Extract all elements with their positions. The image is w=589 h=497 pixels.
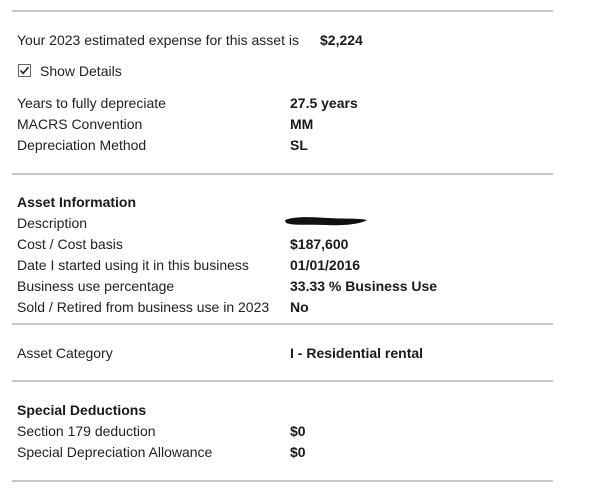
divider-2	[12, 323, 553, 325]
section-179-value: $0	[290, 423, 306, 439]
special-deductions-heading: Special Deductions	[17, 402, 147, 418]
sold-value: No	[290, 299, 309, 315]
show-details-label[interactable]: Show Details	[40, 63, 122, 79]
date-label: Date I started using it in this business	[17, 257, 249, 273]
redacted-description	[285, 217, 367, 226]
show-details-checkbox[interactable]	[18, 64, 31, 77]
years-value: 27.5 years	[290, 95, 358, 111]
convention-value: MM	[290, 116, 314, 132]
cost-value: $187,600	[290, 236, 349, 252]
checkmark-icon	[19, 66, 30, 75]
divider-top	[12, 10, 553, 12]
description-label: Description	[17, 215, 88, 231]
sold-label: Sold / Retired from business use in 2023	[17, 299, 270, 315]
date-value: 01/01/2016	[290, 257, 361, 273]
years-label: Years to fully depreciate	[17, 95, 166, 111]
special-allowance-value: $0	[290, 444, 306, 460]
divider-1	[12, 173, 553, 175]
business-use-value: 33.33 % Business Use	[290, 278, 438, 294]
expense-label: Your 2023 estimated expense for this ass…	[17, 32, 299, 48]
special-allowance-label: Special Depreciation Allowance	[17, 444, 213, 460]
convention-label: MACRS Convention	[17, 116, 143, 132]
asset-category-value: I - Residential rental	[290, 345, 424, 361]
divider-bottom	[12, 480, 553, 482]
cost-label: Cost / Cost basis	[17, 236, 123, 252]
asset-category-label: Asset Category	[17, 345, 113, 361]
section-179-label: Section 179 deduction	[17, 423, 156, 439]
business-use-label: Business use percentage	[17, 278, 175, 294]
asset-info-heading: Asset Information	[17, 194, 137, 210]
divider-3	[12, 380, 553, 382]
expense-value: $2,224	[320, 32, 363, 48]
method-value: SL	[290, 137, 308, 153]
method-label: Depreciation Method	[17, 137, 147, 153]
